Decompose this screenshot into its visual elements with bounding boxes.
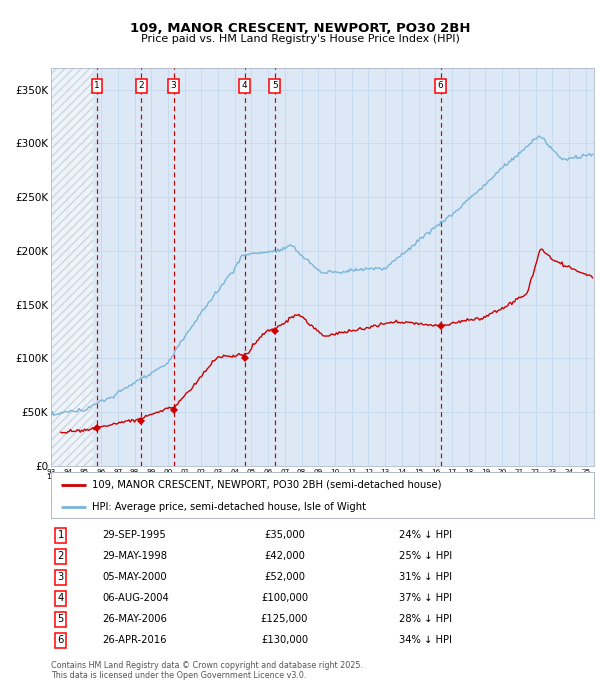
Text: £42,000: £42,000	[264, 551, 305, 562]
Text: 1: 1	[58, 530, 64, 541]
Text: 2: 2	[139, 82, 144, 90]
Text: 3: 3	[171, 82, 176, 90]
Text: 24% ↓ HPI: 24% ↓ HPI	[398, 530, 452, 541]
Text: 31% ↓ HPI: 31% ↓ HPI	[398, 573, 452, 582]
Text: 5: 5	[58, 614, 64, 624]
Text: 29-MAY-1998: 29-MAY-1998	[103, 551, 167, 562]
Text: 2: 2	[58, 551, 64, 562]
Text: 1: 1	[94, 82, 100, 90]
Text: 05-MAY-2000: 05-MAY-2000	[103, 573, 167, 582]
Text: 37% ↓ HPI: 37% ↓ HPI	[398, 594, 452, 603]
Text: £35,000: £35,000	[264, 530, 305, 541]
Text: 6: 6	[438, 82, 443, 90]
Text: 109, MANOR CRESCENT, NEWPORT, PO30 2BH (semi-detached house): 109, MANOR CRESCENT, NEWPORT, PO30 2BH (…	[92, 480, 441, 490]
Text: £52,000: £52,000	[264, 573, 305, 582]
Text: 6: 6	[58, 635, 64, 645]
Text: 26-APR-2016: 26-APR-2016	[103, 635, 167, 645]
Text: 06-AUG-2004: 06-AUG-2004	[103, 594, 169, 603]
Text: Contains HM Land Registry data © Crown copyright and database right 2025.
This d: Contains HM Land Registry data © Crown c…	[51, 661, 363, 680]
Text: Price paid vs. HM Land Registry's House Price Index (HPI): Price paid vs. HM Land Registry's House …	[140, 34, 460, 44]
Text: 4: 4	[242, 82, 248, 90]
Text: 25% ↓ HPI: 25% ↓ HPI	[398, 551, 452, 562]
Text: £130,000: £130,000	[261, 635, 308, 645]
Text: 29-SEP-1995: 29-SEP-1995	[103, 530, 166, 541]
Text: 4: 4	[58, 594, 64, 603]
Text: 34% ↓ HPI: 34% ↓ HPI	[398, 635, 451, 645]
Text: 3: 3	[58, 573, 64, 582]
Text: 26-MAY-2006: 26-MAY-2006	[103, 614, 167, 624]
Text: 5: 5	[272, 82, 278, 90]
Text: £125,000: £125,000	[261, 614, 308, 624]
Bar	[51, 68, 93, 466]
Text: 28% ↓ HPI: 28% ↓ HPI	[398, 614, 452, 624]
Text: HPI: Average price, semi-detached house, Isle of Wight: HPI: Average price, semi-detached house,…	[92, 502, 366, 511]
Text: £100,000: £100,000	[261, 594, 308, 603]
Text: 109, MANOR CRESCENT, NEWPORT, PO30 2BH: 109, MANOR CRESCENT, NEWPORT, PO30 2BH	[130, 22, 470, 35]
